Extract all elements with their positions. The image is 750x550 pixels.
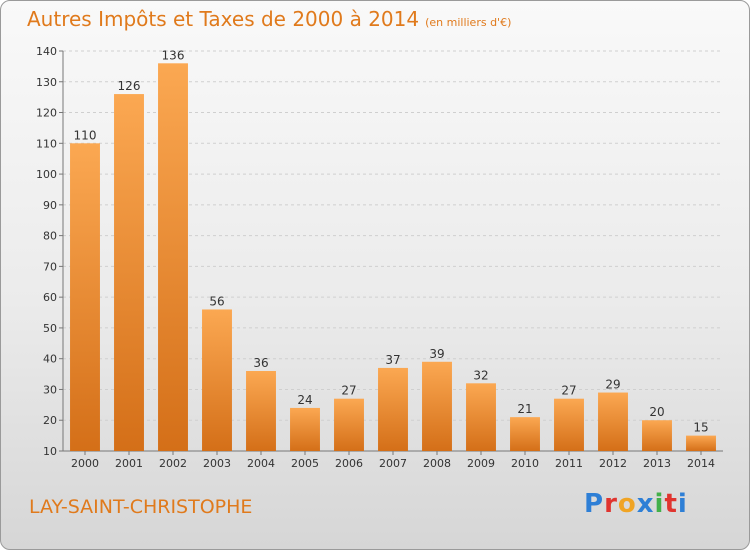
- data-label-2013: 20: [649, 405, 664, 419]
- x-tick-label-2013: 2013: [643, 457, 671, 470]
- bar-2008: [422, 361, 452, 451]
- y-tick-label: 70: [43, 260, 57, 273]
- data-label-2000: 110: [74, 128, 97, 142]
- data-label-2005: 24: [297, 393, 312, 407]
- x-tick-label-2004: 2004: [247, 457, 275, 470]
- y-tick-label: 40: [43, 353, 57, 366]
- y-tick-label: 100: [36, 168, 57, 181]
- x-tick-label-2007: 2007: [379, 457, 407, 470]
- y-tick-label: 30: [43, 383, 57, 396]
- data-label-2004: 36: [253, 356, 268, 370]
- bar-2004: [246, 371, 276, 451]
- data-label-2014: 15: [693, 421, 708, 435]
- y-tick-label: 90: [43, 199, 57, 212]
- data-label-2010: 21: [517, 402, 532, 416]
- bar-2002: [158, 63, 188, 452]
- bar-2013: [642, 420, 672, 451]
- x-tick-label-2014: 2014: [687, 457, 715, 470]
- bar-2006: [334, 398, 364, 451]
- data-label-2007: 37: [385, 353, 400, 367]
- bar-2003: [202, 309, 232, 451]
- data-label-2003: 56: [209, 294, 224, 308]
- bar-2011: [554, 398, 584, 451]
- logo-letter: t: [664, 489, 678, 519]
- data-label-2008: 39: [429, 347, 444, 361]
- logo-letter: i: [654, 489, 665, 519]
- bar-2014: [686, 435, 716, 451]
- proxiti-logo: Proxiti: [584, 489, 688, 519]
- y-tick-label: 130: [36, 76, 57, 89]
- bar-2009: [466, 383, 496, 451]
- data-label-2001: 126: [118, 79, 141, 93]
- x-tick-label-2002: 2002: [159, 457, 187, 470]
- y-tick-label: 120: [36, 107, 57, 120]
- y-tick-label: 10: [43, 445, 57, 458]
- x-tick-label-2009: 2009: [467, 457, 495, 470]
- chart-title-main: Autres Impôts et Taxes de 2000 à 2014: [27, 7, 420, 31]
- x-tick-label-2003: 2003: [203, 457, 231, 470]
- bar-2001: [114, 94, 144, 452]
- data-label-2011: 27: [561, 384, 576, 398]
- logo-letter: o: [617, 489, 637, 519]
- bar-2010: [510, 417, 540, 451]
- x-tick-label-2008: 2008: [423, 457, 451, 470]
- x-tick-label-2001: 2001: [115, 457, 143, 470]
- data-label-2012: 29: [605, 378, 620, 392]
- y-tick-label: 20: [43, 414, 57, 427]
- y-tick-label: 50: [43, 322, 57, 335]
- x-tick-label-2005: 2005: [291, 457, 319, 470]
- chart-subtitle: (en milliers d'€): [425, 16, 512, 29]
- logo-letter: x: [636, 489, 655, 519]
- y-tick-label: 110: [36, 137, 57, 150]
- data-label-2002: 136: [162, 48, 185, 62]
- x-tick-label-2012: 2012: [599, 457, 627, 470]
- x-tick-label-2000: 2000: [71, 457, 99, 470]
- data-label-2006: 27: [341, 384, 356, 398]
- y-tick-label: 60: [43, 291, 57, 304]
- x-tick-label-2006: 2006: [335, 457, 363, 470]
- x-tick-label-2011: 2011: [555, 457, 583, 470]
- bar-2005: [290, 407, 320, 451]
- bar-2012: [598, 392, 628, 451]
- logo-letter: r: [604, 489, 618, 519]
- bar-2000: [70, 143, 100, 452]
- chart-title: Autres Impôts et Taxes de 2000 à 2014 (en…: [27, 7, 511, 31]
- x-tick-label-2010: 2010: [511, 457, 539, 470]
- bar-2007: [378, 367, 408, 451]
- y-tick-label: 140: [36, 45, 57, 58]
- commune-name: LAY-SAINT-CHRISTOPHE: [29, 496, 253, 518]
- logo-letter: i: [677, 489, 688, 519]
- logo-letter: P: [584, 489, 605, 519]
- data-label-2009: 32: [473, 368, 488, 382]
- y-tick-label: 80: [43, 230, 57, 243]
